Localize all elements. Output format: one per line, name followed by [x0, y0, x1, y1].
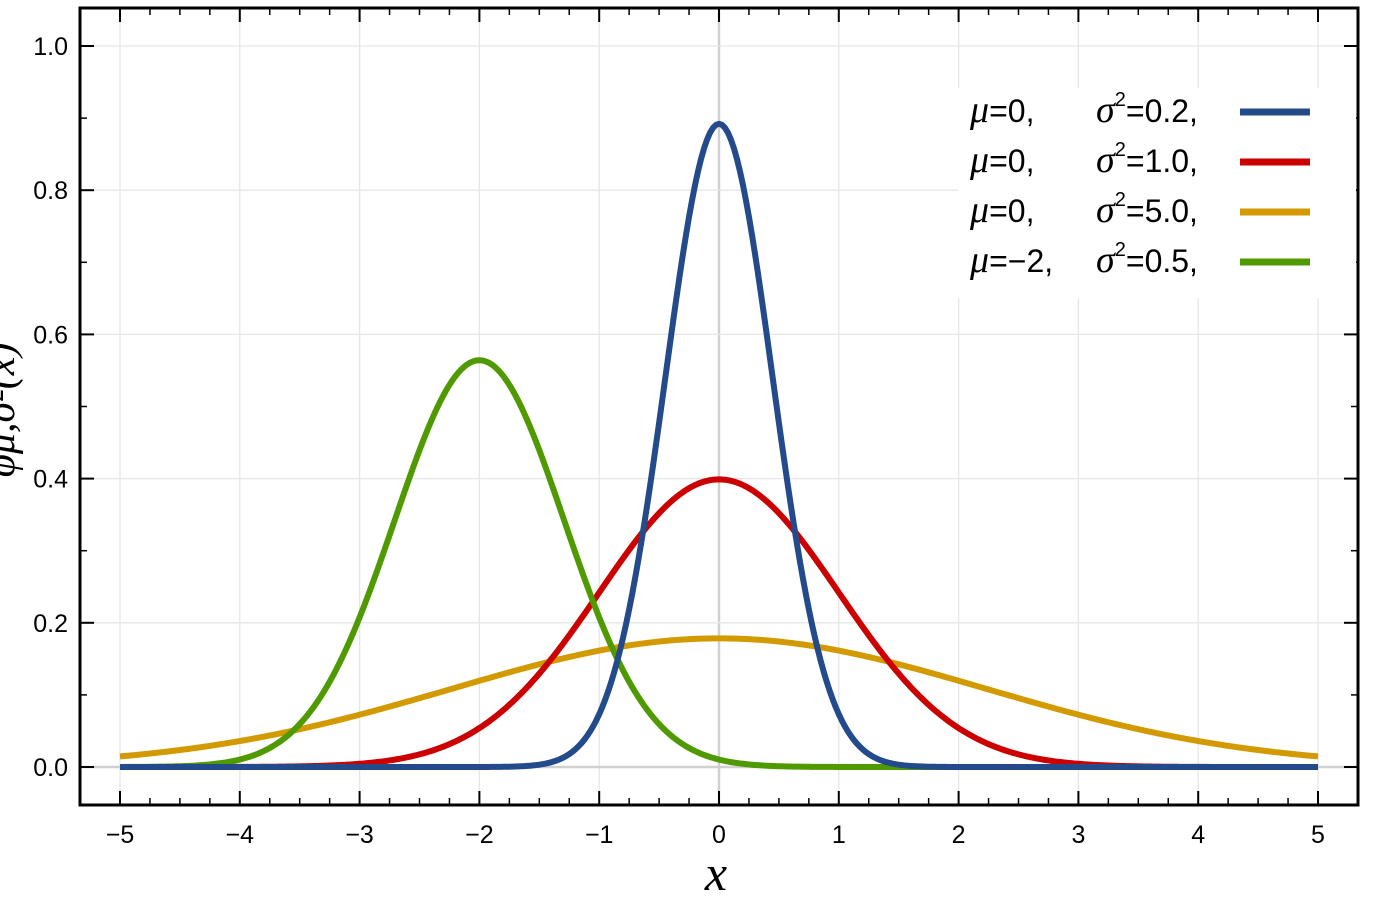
x-tick-label: −4: [226, 821, 255, 849]
x-tick-label: 3: [1071, 821, 1085, 849]
legend-sigma2-value: 0.5,: [1145, 243, 1198, 279]
plot-frame: [78, 6, 1360, 807]
legend-sigma: σ2=0.5,: [1096, 239, 1198, 281]
legend-entry: μ=0, σ2=1.0,: [969, 139, 1310, 181]
legend-sigma: σ2=0.2,: [1096, 89, 1198, 131]
legend-entry: μ=0, σ2=5.0,: [969, 189, 1310, 231]
legend-mu: μ=0,: [969, 189, 1034, 231]
series-line-2: [119, 635, 1319, 760]
legend-entry: μ=−2, σ2=0.5,: [969, 239, 1310, 281]
y-tick-label: 0.0: [33, 754, 68, 782]
y-tick-label: 0.2: [33, 610, 68, 638]
legend-mu-value: −2,: [1008, 243, 1053, 279]
y-tick-label: 0.8: [33, 177, 68, 205]
legend-sigma: σ2=1.0,: [1096, 139, 1198, 181]
x-tick-label: 2: [952, 821, 966, 849]
legend-mu: μ=−2,: [969, 239, 1053, 281]
legend-mu: μ=0,: [969, 139, 1034, 181]
legend-sigma2-value: 5.0,: [1145, 193, 1198, 229]
y-axis-label: φμ,σ²(x): [0, 343, 24, 478]
x-axis-label: x: [704, 845, 727, 898]
legend-mu: μ=0,: [969, 89, 1034, 131]
legend-sigma2-value: 1.0,: [1145, 143, 1198, 179]
legend-entry: μ=0, σ2=0.2,: [969, 89, 1310, 131]
x-tick-label: 4: [1191, 821, 1205, 849]
y-tick-label: 1.0: [33, 33, 68, 61]
y-tick-label: 0.4: [33, 466, 68, 494]
x-tick-label: 0: [712, 821, 726, 849]
legend-mu-value: 0,: [1008, 193, 1035, 229]
legend: μ=0, σ2=0.2, μ=0, σ2=1.0, μ=0, σ2=5.0, μ=−2, σ2…: [958, 88, 1356, 298]
series-lines: [119, 120, 1319, 770]
x-tick-label: −3: [345, 821, 374, 849]
x-tick-label: 5: [1311, 821, 1325, 849]
legend-sigma2-value: 0.2,: [1145, 93, 1198, 129]
x-tick-label: −5: [106, 821, 135, 849]
x-tick-label: −2: [465, 821, 494, 849]
legend-mu-value: 0,: [1008, 143, 1035, 179]
x-tick-label: −1: [585, 821, 614, 849]
y-tick-labels: 0.0 0.2 0.4 0.6 0.8 1.0: [33, 33, 68, 782]
series-line-0: [120, 120, 1318, 770]
y-tick-label: 0.6: [33, 321, 68, 349]
x-tick-labels: −5 −4 −3 −2 −1 0 1 2 3 4 5: [106, 821, 1325, 849]
legend-sigma: σ2=5.0,: [1096, 189, 1198, 231]
legend-mu-value: 0,: [1008, 93, 1035, 129]
x-tick-label: 1: [832, 821, 846, 849]
